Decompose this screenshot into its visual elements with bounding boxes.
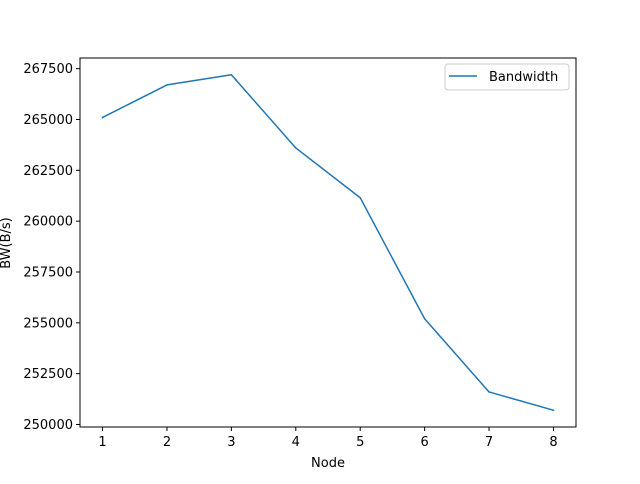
x-tick-label: 1 <box>98 435 106 450</box>
legend: Bandwidth <box>444 63 570 91</box>
y-tick-label: 252500 <box>23 367 73 382</box>
data-point <box>295 147 297 149</box>
x-tick-label: 3 <box>227 435 235 450</box>
x-tick-label: 4 <box>292 435 300 450</box>
plot-frame <box>79 57 577 428</box>
legend-series-label: Bandwidth <box>489 70 558 85</box>
y-tick-label: 257500 <box>23 265 73 280</box>
data-point <box>101 116 104 119</box>
ticks-layer: 1 2 3 4 5 6 7 8 250000 252500 255000 257500 260000 26… <box>23 62 557 450</box>
y-tick-label: 265000 <box>23 113 73 128</box>
y-tick-label: 267500 <box>23 62 73 77</box>
x-tick-label: 6 <box>420 435 428 450</box>
series-layer <box>101 74 555 412</box>
y-axis-label: BW(B/s) <box>0 217 14 269</box>
x-tick-label: 2 <box>163 435 171 450</box>
y-tick-label: 262500 <box>23 164 73 179</box>
legend-box <box>444 63 570 91</box>
data-point <box>166 84 168 86</box>
x-tick-label: 7 <box>485 435 493 450</box>
data-point <box>488 391 490 393</box>
data-point <box>423 317 426 320</box>
series-line-0 <box>101 74 555 412</box>
y-tick-label: 250000 <box>23 418 73 433</box>
x-axis-label: Node <box>311 456 345 471</box>
x-tick-label: 5 <box>356 435 364 450</box>
x-tick-label: 8 <box>549 435 557 450</box>
data-point <box>552 409 555 411</box>
y-tick-label: 260000 <box>23 215 73 230</box>
data-point <box>359 197 361 199</box>
data-point <box>230 74 233 76</box>
y-tick-label: 255000 <box>23 316 73 331</box>
